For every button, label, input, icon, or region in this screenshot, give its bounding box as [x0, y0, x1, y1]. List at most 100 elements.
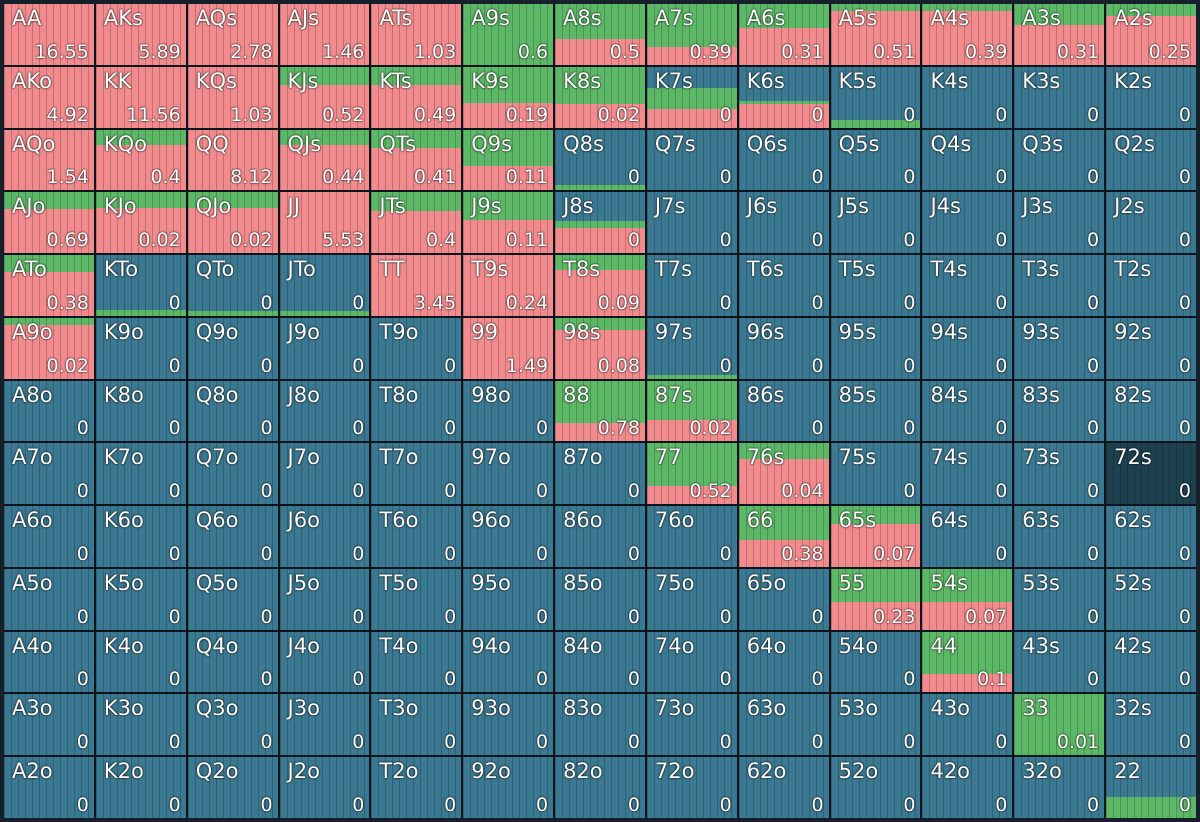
hand-cell-t6s[interactable]: T6s 0	[738, 255, 829, 316]
hand-cell-q2s[interactable]: Q2s 0	[1106, 129, 1196, 191]
hand-cell-j9o[interactable]: J9o 0	[279, 317, 370, 379]
hand-cell-kts[interactable]: KTs 0.49	[371, 66, 462, 128]
hand-cell-92o[interactable]: 92o 0	[463, 757, 554, 818]
hand-cell-86s[interactable]: 86s 0	[738, 380, 829, 442]
hand-cell-j3o[interactable]: J3o 0	[279, 694, 370, 756]
hand-cell-54s[interactable]: 54s 0.07	[922, 568, 1013, 630]
hand-cell-a4s[interactable]: A4s 0.39	[922, 4, 1013, 65]
hand-cell-q7o[interactable]: Q7o 0	[187, 443, 278, 505]
hand-cell-83o[interactable]: 83o 0	[555, 694, 645, 756]
hand-cell-t3o[interactable]: T3o 0	[371, 694, 462, 756]
hand-cell-q3o[interactable]: Q3o 0	[187, 694, 278, 756]
hand-cell-k3o[interactable]: K3o 0	[95, 694, 186, 756]
hand-cell-qto[interactable]: QTo 0	[187, 255, 278, 316]
hand-cell-85s[interactable]: 85s 0	[830, 380, 921, 442]
hand-cell-jts[interactable]: JTs 0.4	[371, 192, 462, 254]
hand-cell-87o[interactable]: 87o 0	[555, 443, 645, 505]
hand-cell-98s[interactable]: 98s 0.08	[555, 317, 645, 379]
hand-cell-kjo[interactable]: KJo 0.02	[95, 192, 186, 254]
hand-cell-j4s[interactable]: J4s 0	[922, 192, 1013, 254]
hand-cell-53o[interactable]: 53o 0	[830, 694, 921, 756]
hand-cell-a6s[interactable]: A6s 0.31	[738, 4, 829, 65]
hand-cell-t8o[interactable]: T8o 0	[371, 380, 462, 442]
hand-cell-22[interactable]: 22 0	[1106, 757, 1196, 818]
hand-cell-52s[interactable]: 52s 0	[1106, 568, 1196, 630]
hand-cell-t7s[interactable]: T7s 0	[646, 255, 737, 316]
hand-cell-a8s[interactable]: A8s 0.5	[555, 4, 645, 65]
hand-cell-qq[interactable]: QQ 8.12	[187, 129, 278, 191]
hand-cell-a8o[interactable]: A8o 0	[4, 380, 94, 442]
hand-cell-76s[interactable]: 76s 0.04	[738, 443, 829, 505]
hand-cell-q9s[interactable]: Q9s 0.11	[463, 129, 554, 191]
hand-cell-33[interactable]: 33 0.01	[1014, 694, 1105, 756]
hand-cell-t4s[interactable]: T4s 0	[922, 255, 1013, 316]
hand-cell-a5o[interactable]: A5o 0	[4, 568, 94, 630]
hand-cell-94o[interactable]: 94o 0	[463, 631, 554, 693]
hand-cell-74o[interactable]: 74o 0	[646, 631, 737, 693]
hand-cell-k2o[interactable]: K2o 0	[95, 757, 186, 818]
hand-cell-a3o[interactable]: A3o 0	[4, 694, 94, 756]
hand-cell-97o[interactable]: 97o 0	[463, 443, 554, 505]
hand-cell-j3s[interactable]: J3s 0	[1014, 192, 1105, 254]
hand-cell-76o[interactable]: 76o 0	[646, 506, 737, 567]
hand-cell-ato[interactable]: ATo 0.38	[4, 255, 94, 316]
hand-cell-95o[interactable]: 95o 0	[463, 568, 554, 630]
hand-cell-a6o[interactable]: A6o 0	[4, 506, 94, 567]
hand-cell-q6s[interactable]: Q6s 0	[738, 129, 829, 191]
hand-cell-92s[interactable]: 92s 0	[1106, 317, 1196, 379]
hand-cell-98o[interactable]: 98o 0	[463, 380, 554, 442]
hand-cell-aks[interactable]: AKs 5.89	[95, 4, 186, 65]
hand-cell-83s[interactable]: 83s 0	[1014, 380, 1105, 442]
hand-cell-72s[interactable]: 72s 0	[1106, 443, 1196, 505]
hand-cell-aa[interactable]: AA 16.55	[4, 4, 94, 65]
hand-cell-j6s[interactable]: J6s 0	[738, 192, 829, 254]
hand-cell-32s[interactable]: 32s 0	[1106, 694, 1196, 756]
hand-cell-a7o[interactable]: A7o 0	[4, 443, 94, 505]
hand-cell-j6o[interactable]: J6o 0	[279, 506, 370, 567]
hand-cell-jj[interactable]: JJ 5.53	[279, 192, 370, 254]
hand-cell-t4o[interactable]: T4o 0	[371, 631, 462, 693]
hand-cell-72o[interactable]: 72o 0	[646, 757, 737, 818]
hand-cell-32o[interactable]: 32o 0	[1014, 757, 1105, 818]
hand-cell-k4s[interactable]: K4s 0	[922, 66, 1013, 128]
hand-cell-k5o[interactable]: K5o 0	[95, 568, 186, 630]
hand-cell-73o[interactable]: 73o 0	[646, 694, 737, 756]
hand-cell-75o[interactable]: 75o 0	[646, 568, 737, 630]
hand-cell-k2s[interactable]: K2s 0	[1106, 66, 1196, 128]
hand-cell-43s[interactable]: 43s 0	[1014, 631, 1105, 693]
hand-cell-k7o[interactable]: K7o 0	[95, 443, 186, 505]
hand-cell-q7s[interactable]: Q7s 0	[646, 129, 737, 191]
hand-cell-82s[interactable]: 82s 0	[1106, 380, 1196, 442]
hand-cell-a7s[interactable]: A7s 0.39	[646, 4, 737, 65]
hand-cell-t2o[interactable]: T2o 0	[371, 757, 462, 818]
hand-cell-t6o[interactable]: T6o 0	[371, 506, 462, 567]
hand-cell-qjs[interactable]: QJs 0.44	[279, 129, 370, 191]
hand-cell-q5s[interactable]: Q5s 0	[830, 129, 921, 191]
hand-cell-65o[interactable]: 65o 0	[738, 568, 829, 630]
hand-cell-94s[interactable]: 94s 0	[922, 317, 1013, 379]
hand-cell-q9o[interactable]: Q9o 0	[187, 317, 278, 379]
hand-cell-kqs[interactable]: KQs 1.03	[187, 66, 278, 128]
hand-cell-96o[interactable]: 96o 0	[463, 506, 554, 567]
hand-cell-t3s[interactable]: T3s 0	[1014, 255, 1105, 316]
hand-cell-82o[interactable]: 82o 0	[555, 757, 645, 818]
hand-cell-k5s[interactable]: K5s 0	[830, 66, 921, 128]
hand-cell-j7s[interactable]: J7s 0	[646, 192, 737, 254]
hand-cell-a9o[interactable]: A9o 0.02	[4, 317, 94, 379]
hand-cell-64s[interactable]: 64s 0	[922, 506, 1013, 567]
hand-cell-ajo[interactable]: AJo 0.69	[4, 192, 94, 254]
hand-cell-j9s[interactable]: J9s 0.11	[463, 192, 554, 254]
hand-cell-q8o[interactable]: Q8o 0	[187, 380, 278, 442]
hand-cell-j2s[interactable]: J2s 0	[1106, 192, 1196, 254]
hand-cell-87s[interactable]: 87s 0.02	[646, 380, 737, 442]
hand-cell-66[interactable]: 66 0.38	[738, 506, 829, 567]
hand-cell-63o[interactable]: 63o 0	[738, 694, 829, 756]
hand-cell-65s[interactable]: 65s 0.07	[830, 506, 921, 567]
hand-cell-j8s[interactable]: J8s 0	[555, 192, 645, 254]
hand-cell-42s[interactable]: 42s 0	[1106, 631, 1196, 693]
hand-cell-85o[interactable]: 85o 0	[555, 568, 645, 630]
hand-cell-aqo[interactable]: AQo 1.54	[4, 129, 94, 191]
hand-cell-tt[interactable]: TT 3.45	[371, 255, 462, 316]
hand-cell-86o[interactable]: 86o 0	[555, 506, 645, 567]
hand-cell-54o[interactable]: 54o 0	[830, 631, 921, 693]
